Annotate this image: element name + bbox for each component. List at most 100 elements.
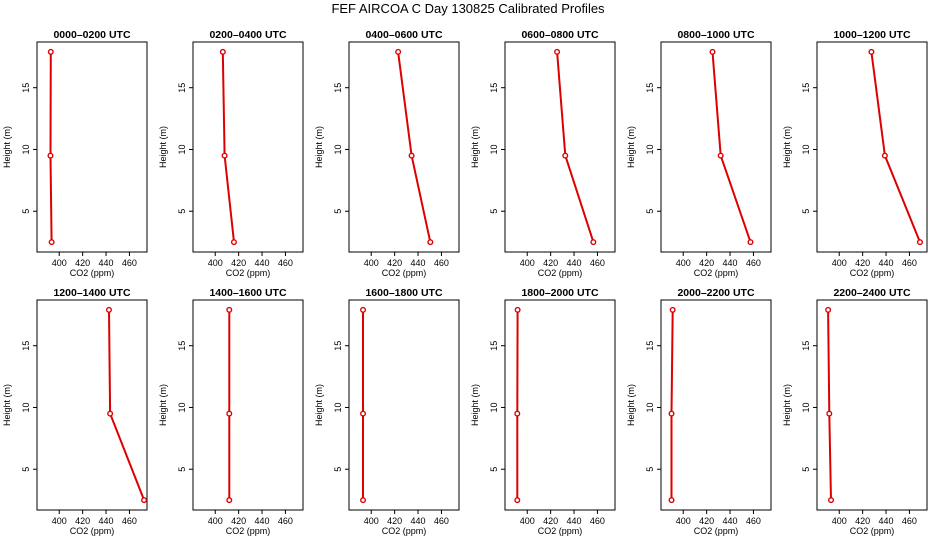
y-tick-label: 10: [489, 144, 499, 154]
x-axis-label: CO2 (ppm): [538, 268, 583, 278]
y-tick-label: 10: [645, 144, 655, 154]
panel-title: 1400–1600 UTC: [209, 287, 286, 299]
x-tick-label: 440: [567, 516, 582, 526]
x-tick-label: 440: [879, 516, 894, 526]
x-tick-label: 400: [520, 516, 535, 526]
y-tick-label: 15: [177, 341, 187, 351]
x-tick-label: 400: [676, 516, 691, 526]
y-tick-label: 5: [489, 467, 499, 472]
x-tick-label: 440: [879, 258, 894, 268]
x-tick-label: 440: [255, 258, 270, 268]
data-point-9.5m: [881, 152, 888, 159]
profile-panel-8: 1400–1600 UTC 400 420 440 460 CO2 (ppm) 5 10 15 H…: [158, 287, 304, 536]
x-axis-label: CO2 (ppm): [694, 268, 739, 278]
x-tick-label: 440: [723, 258, 738, 268]
data-point-17.9m: [514, 306, 521, 313]
data-point-2.5m: [828, 497, 835, 504]
plot-frame: [192, 41, 304, 253]
profile-panel-3: 0400–0600 UTC 400 420 440 460 CO2 (ppm) 5 10 15 H…: [314, 29, 460, 278]
data-point-2.5m: [427, 239, 434, 246]
x-tick-label: 460: [902, 516, 917, 526]
y-tick-label: 10: [177, 402, 187, 412]
plot-frame: [504, 299, 616, 511]
x-axis-label: CO2 (ppm): [382, 526, 427, 536]
x-tick-label: 460: [122, 258, 137, 268]
data-point-17.9m: [219, 48, 226, 55]
data-point-17.9m: [395, 48, 402, 55]
y-axis-label: Height (m): [314, 384, 324, 426]
plot-frame: [192, 299, 304, 511]
x-tick-label: 400: [364, 516, 379, 526]
x-axis-label: CO2 (ppm): [70, 526, 115, 536]
y-tick-label: 5: [489, 209, 499, 214]
profile-panel-10: 1800–2000 UTC 400 420 440 460 CO2 (ppm) 5 10 15 H…: [470, 287, 616, 536]
y-tick-label: 15: [333, 341, 343, 351]
profile-line: [711, 51, 752, 243]
x-tick-label: 420: [855, 516, 870, 526]
data-point-2.5m: [48, 239, 55, 246]
x-tick-label: 400: [208, 516, 223, 526]
data-point-17.9m: [554, 48, 561, 55]
x-tick-label: 460: [590, 516, 605, 526]
x-tick-label: 440: [255, 516, 270, 526]
y-tick-label: 10: [177, 144, 187, 154]
y-tick-label: 10: [21, 144, 31, 154]
data-point-17.9m: [825, 306, 832, 313]
y-tick-label: 10: [21, 402, 31, 412]
data-point-9.5m: [47, 152, 54, 159]
data-point-2.5m: [226, 497, 233, 504]
y-axis-label: Height (m): [470, 384, 480, 426]
data-point-17.9m: [709, 48, 716, 55]
y-axis-label: Height (m): [782, 126, 792, 168]
panel-title: 0200–0400 UTC: [209, 29, 286, 41]
plot-frame: [660, 299, 772, 511]
panel-title: 1200–1400 UTC: [53, 287, 130, 299]
panel-title: 2000–2200 UTC: [677, 287, 754, 299]
x-axis-label: CO2 (ppm): [226, 526, 271, 536]
x-tick-label: 420: [387, 516, 402, 526]
y-tick-label: 10: [645, 402, 655, 412]
x-tick-label: 400: [832, 258, 847, 268]
plot-frame: [816, 41, 928, 253]
profile-line: [108, 309, 146, 501]
x-tick-label: 420: [699, 258, 714, 268]
y-tick-label: 5: [177, 209, 187, 214]
x-tick-label: 420: [543, 258, 558, 268]
x-tick-label: 420: [75, 516, 90, 526]
x-tick-label: 460: [278, 258, 293, 268]
x-tick-label: 420: [387, 258, 402, 268]
data-point-9.5m: [826, 410, 833, 417]
profile-panel-12: 2200–2400 UTC 400 420 440 460 CO2 (ppm) 5 10 15 H…: [782, 287, 928, 536]
panel-title: 1800–2000 UTC: [521, 287, 598, 299]
y-tick-label: 5: [801, 467, 811, 472]
data-point-9.5m: [717, 152, 724, 159]
plot-frame: [36, 299, 148, 511]
data-point-17.9m: [360, 306, 367, 313]
x-tick-label: 460: [902, 258, 917, 268]
x-axis-label: CO2 (ppm): [382, 268, 427, 278]
x-tick-label: 460: [590, 258, 605, 268]
y-tick-label: 10: [333, 144, 343, 154]
y-tick-label: 15: [333, 83, 343, 93]
profile-panel-4: 0600–0800 UTC 400 420 440 460 CO2 (ppm) 5 10 15 H…: [470, 29, 616, 278]
y-axis-label: Height (m): [626, 126, 636, 168]
y-tick-label: 10: [489, 402, 499, 412]
y-axis-label: Height (m): [782, 384, 792, 426]
data-point-9.5m: [226, 410, 233, 417]
panel-title: 2200–2400 UTC: [833, 287, 910, 299]
y-tick-label: 15: [177, 83, 187, 93]
y-axis-label: Height (m): [2, 384, 12, 426]
y-tick-label: 15: [801, 341, 811, 351]
x-tick-label: 420: [231, 258, 246, 268]
data-point-9.5m: [668, 410, 675, 417]
x-tick-label: 440: [99, 516, 114, 526]
plot-frame: [36, 41, 148, 253]
data-point-2.5m: [141, 497, 148, 504]
x-tick-label: 400: [676, 258, 691, 268]
x-tick-label: 420: [231, 516, 246, 526]
y-tick-label: 5: [333, 209, 343, 214]
x-tick-label: 400: [520, 258, 535, 268]
data-point-2.5m: [230, 239, 237, 246]
data-point-2.5m: [916, 239, 923, 246]
